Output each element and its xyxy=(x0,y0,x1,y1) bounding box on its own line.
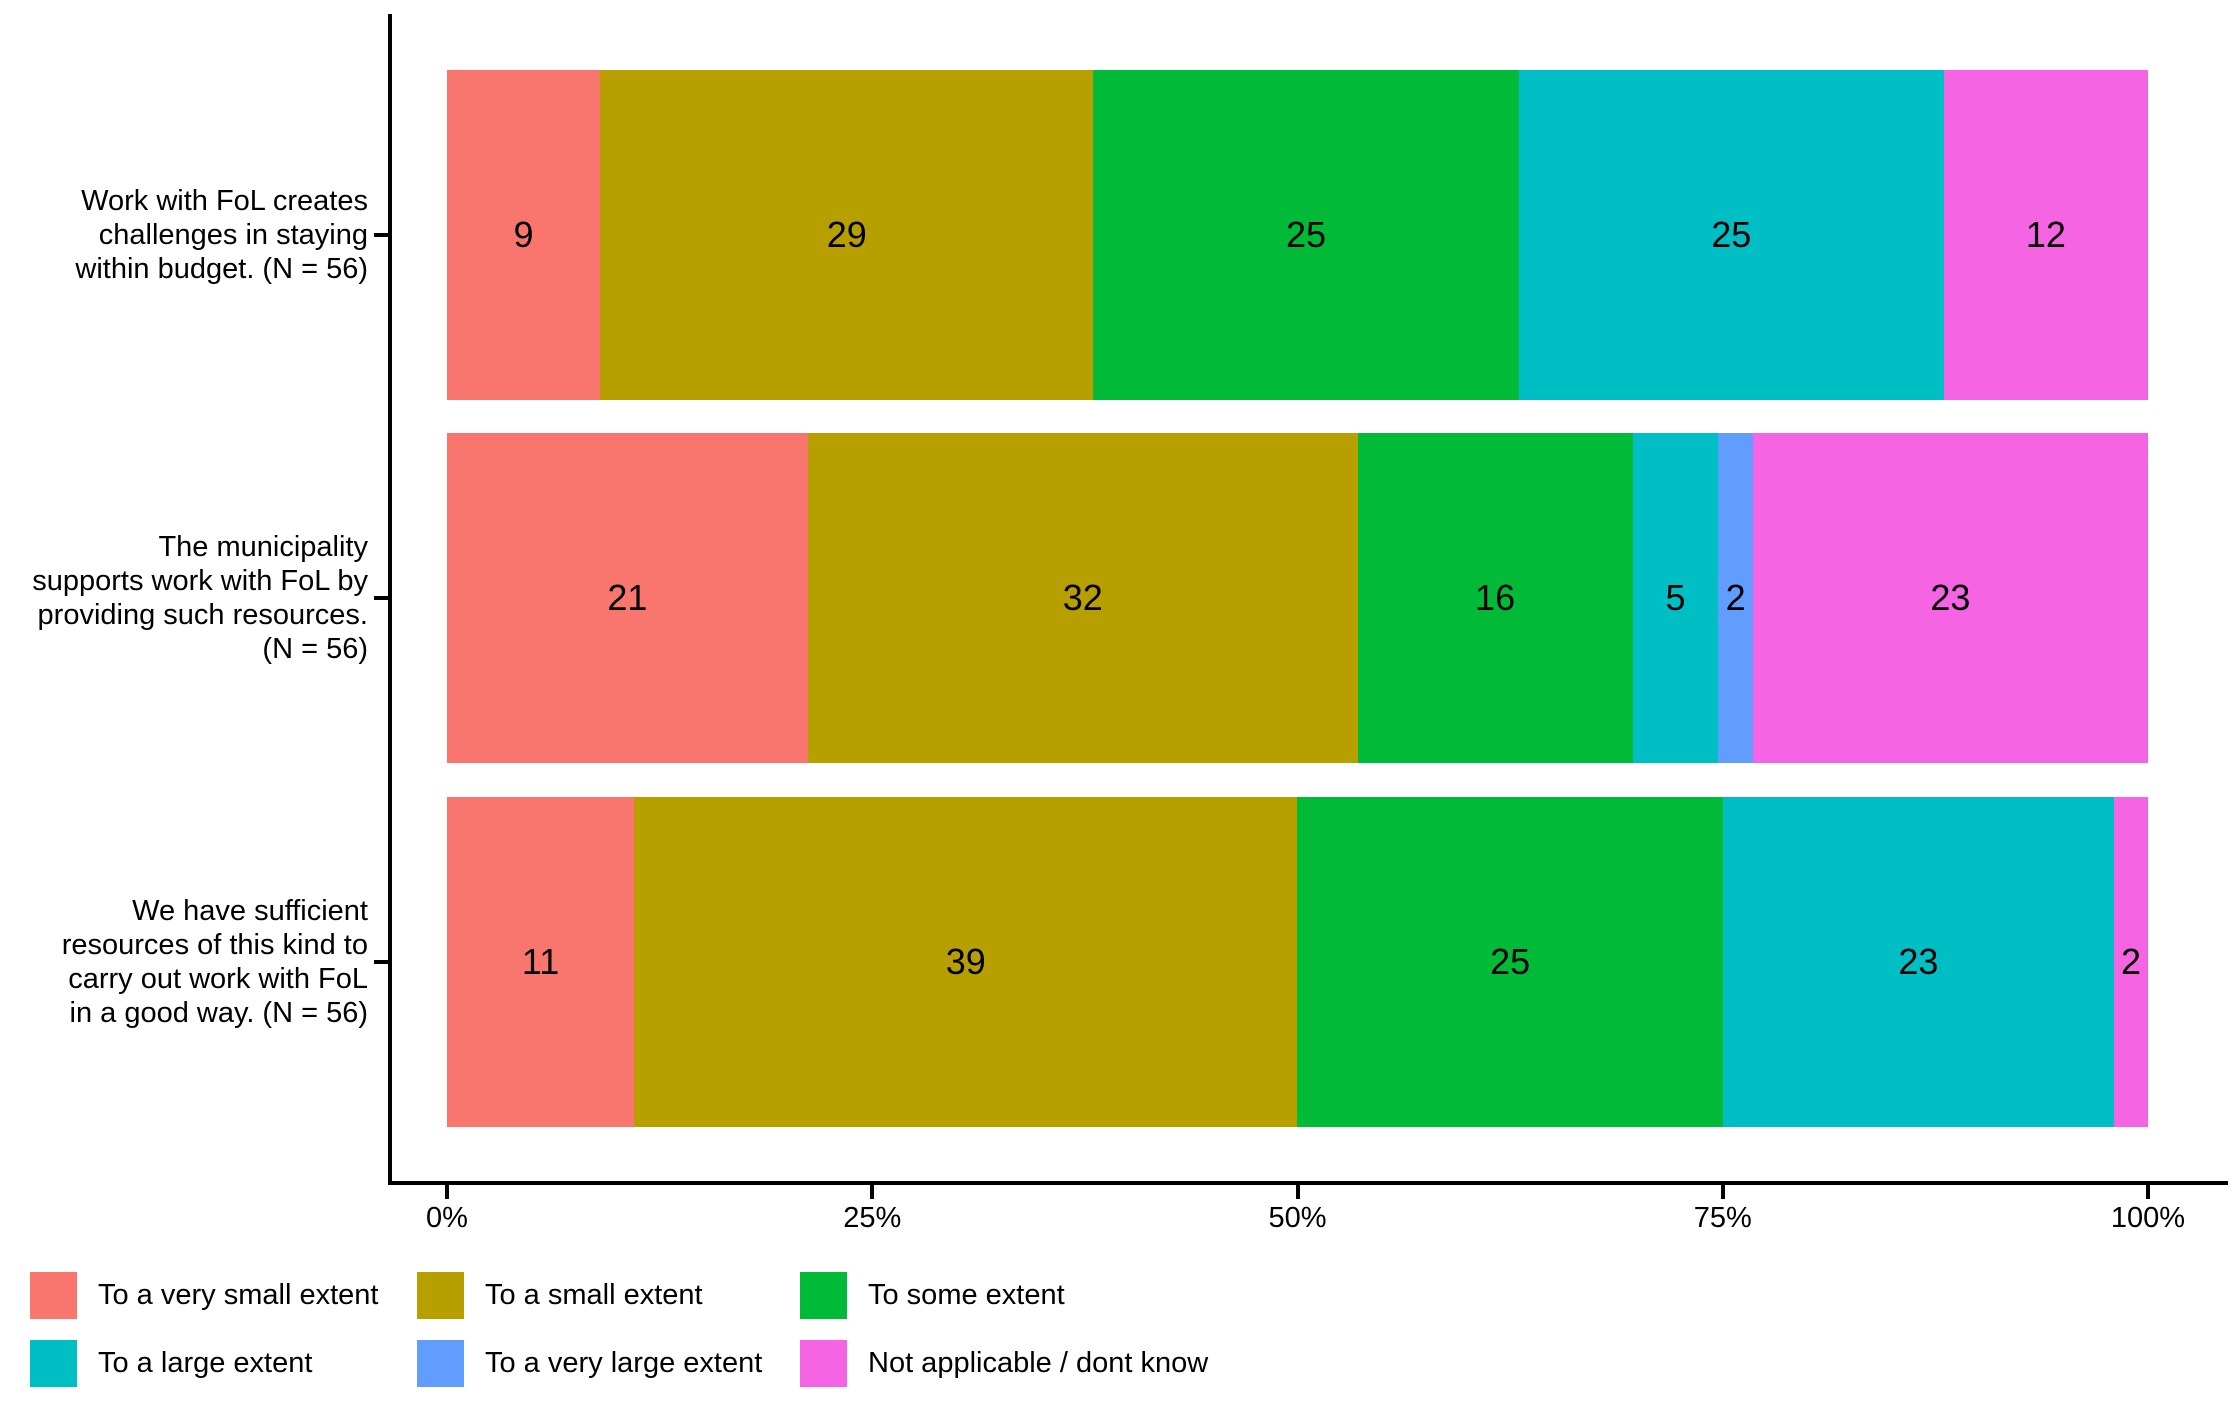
legend-key-swatch xyxy=(800,1272,847,1319)
y-axis-line xyxy=(388,14,392,1185)
legend-item-label: To a very large extent xyxy=(485,1347,763,1379)
bar-segment: 39 xyxy=(634,797,1298,1127)
legend-key-swatch xyxy=(417,1340,464,1387)
bar-segment: 12 xyxy=(1943,70,2148,400)
bar-segment: 23 xyxy=(1722,797,2114,1127)
bar-segment: 29 xyxy=(600,70,1094,400)
segment-value-label: 25 xyxy=(1285,214,1326,255)
x-axis-tick xyxy=(1295,1185,1300,1199)
segment-value-label: 9 xyxy=(513,214,534,255)
segment-value-label: 2 xyxy=(2120,941,2141,982)
category-label: Work with FoL creates challenges in stayi… xyxy=(10,70,368,400)
category-label-line: resources of this kind to xyxy=(61,929,368,961)
category-label-line: (N = 56) xyxy=(262,633,368,665)
category-label-line: We have sufficient xyxy=(132,895,368,927)
bar-row: 9 29 25 25 12 xyxy=(447,70,2148,400)
segment-value-label: 23 xyxy=(1898,941,1939,982)
segment-value-label: 29 xyxy=(826,214,867,255)
segment-value-label: 23 xyxy=(1930,577,1971,618)
y-axis-tick xyxy=(374,596,388,600)
legend-item-label: Not applicable / dont know xyxy=(868,1347,1209,1379)
y-axis-tick xyxy=(374,960,388,964)
segment-value-label: 16 xyxy=(1475,577,1516,618)
legend-item-label: To a large extent xyxy=(98,1347,313,1379)
bar-segment: 2 xyxy=(2113,797,2148,1127)
y-axis-tick xyxy=(374,233,388,237)
category-label: The municipality supports work with FoL b… xyxy=(10,433,368,763)
category-label-line: providing such resources. xyxy=(37,599,368,631)
segment-value-label: 11 xyxy=(521,941,560,982)
segment-value-label: 12 xyxy=(2025,214,2066,255)
segment-value-label: 5 xyxy=(1665,577,1686,618)
bar-segment: 9 xyxy=(447,70,601,400)
bar-row: 21 32 16 5 2 23 xyxy=(447,433,2148,763)
bar-segment: 25 xyxy=(1518,70,1944,400)
x-axis-tick-label: 75% xyxy=(1693,1202,1752,1234)
segment-value-label: 32 xyxy=(1062,577,1103,618)
category-label-line: within budget. (N = 56) xyxy=(75,253,368,285)
legend-key-swatch xyxy=(30,1272,77,1319)
segment-value-label: 25 xyxy=(1490,941,1531,982)
bar-segment: 11 xyxy=(447,797,635,1127)
x-axis-tick-label: 25% xyxy=(843,1202,902,1234)
bar-segment: 2 xyxy=(1718,433,1753,763)
bar-segment: 23 xyxy=(1752,433,2148,763)
bar-segment: 21 xyxy=(447,433,808,763)
category-label-line: in a good way. (N = 56) xyxy=(69,997,368,1029)
x-axis-tick xyxy=(1720,1185,1725,1199)
x-axis-tick-label: 50% xyxy=(1268,1202,1327,1234)
bar-segment: 25 xyxy=(1297,797,1723,1127)
legend-key-swatch xyxy=(800,1340,847,1387)
category-label-line: The municipality xyxy=(158,531,368,563)
legend-item-label: To some extent xyxy=(868,1279,1065,1311)
x-axis-tick xyxy=(445,1185,449,1199)
category-label-line: Work with FoL creates xyxy=(81,185,368,217)
legend-key-swatch xyxy=(30,1340,77,1387)
segment-value-label: 25 xyxy=(1711,214,1752,255)
category-label: We have sufficient resources of this kind… xyxy=(10,797,368,1127)
x-axis-tick xyxy=(870,1185,875,1199)
legend-item-label: To a very small extent xyxy=(98,1279,379,1311)
x-axis-tick-label: 0% xyxy=(426,1202,468,1234)
bar-segment: 16 xyxy=(1357,433,1633,763)
category-label-line: supports work with FoL by xyxy=(32,565,368,597)
segment-value-label: 21 xyxy=(607,577,648,618)
bar-segment: 5 xyxy=(1632,433,1719,763)
x-axis-line xyxy=(388,1181,2228,1185)
legend-item-label: To a small extent xyxy=(485,1279,703,1311)
legend-key-swatch xyxy=(417,1272,464,1319)
segment-value-label: 39 xyxy=(945,941,986,982)
bar-segment: 25 xyxy=(1093,70,1519,400)
x-axis-tick-label: 100% xyxy=(2110,1202,2186,1234)
category-label-line: challenges in staying xyxy=(98,219,368,251)
bar-segment: 32 xyxy=(807,433,1358,763)
bar-row: 11 39 25 23 2 xyxy=(447,797,2148,1127)
x-axis-tick xyxy=(2146,1185,2150,1199)
category-label-line: carry out work with FoL xyxy=(68,963,368,995)
segment-value-label: 2 xyxy=(1725,577,1746,618)
